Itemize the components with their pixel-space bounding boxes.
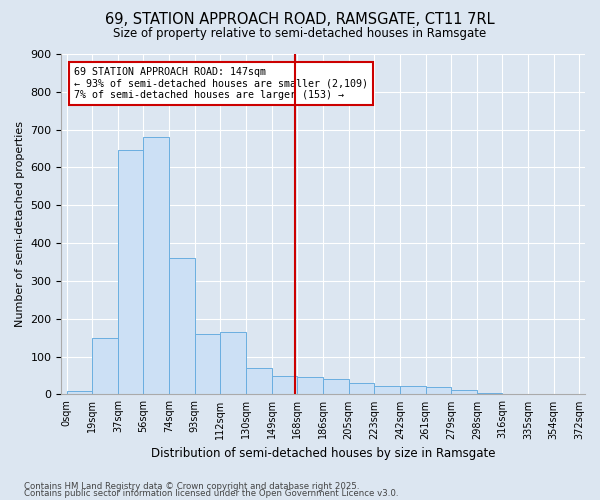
Bar [195,334,220,394]
X-axis label: Distribution of semi-detached houses by size in Ramsgate: Distribution of semi-detached houses by … [151,447,495,460]
Bar [246,368,272,394]
Y-axis label: Number of semi-detached properties: Number of semi-detached properties [15,121,25,327]
Bar [349,383,374,394]
Bar [400,386,425,394]
Bar [169,258,195,394]
Bar [451,390,477,394]
Bar [220,332,246,394]
Text: Contains HM Land Registry data © Crown copyright and database right 2025.: Contains HM Land Registry data © Crown c… [24,482,359,491]
Text: Contains public sector information licensed under the Open Government Licence v3: Contains public sector information licen… [24,489,398,498]
Bar [425,387,451,394]
Bar [272,376,298,394]
Text: 69, STATION APPROACH ROAD, RAMSGATE, CT11 7RL: 69, STATION APPROACH ROAD, RAMSGATE, CT1… [105,12,495,28]
Bar [323,380,349,394]
Bar [477,392,502,394]
Bar [118,150,143,394]
Bar [67,390,92,394]
Bar [143,137,169,394]
Bar [92,338,118,394]
Bar [298,378,323,394]
Bar [374,386,400,394]
Text: Size of property relative to semi-detached houses in Ramsgate: Size of property relative to semi-detach… [113,28,487,40]
Text: 69 STATION APPROACH ROAD: 147sqm
← 93% of semi-detached houses are smaller (2,10: 69 STATION APPROACH ROAD: 147sqm ← 93% o… [74,67,368,100]
